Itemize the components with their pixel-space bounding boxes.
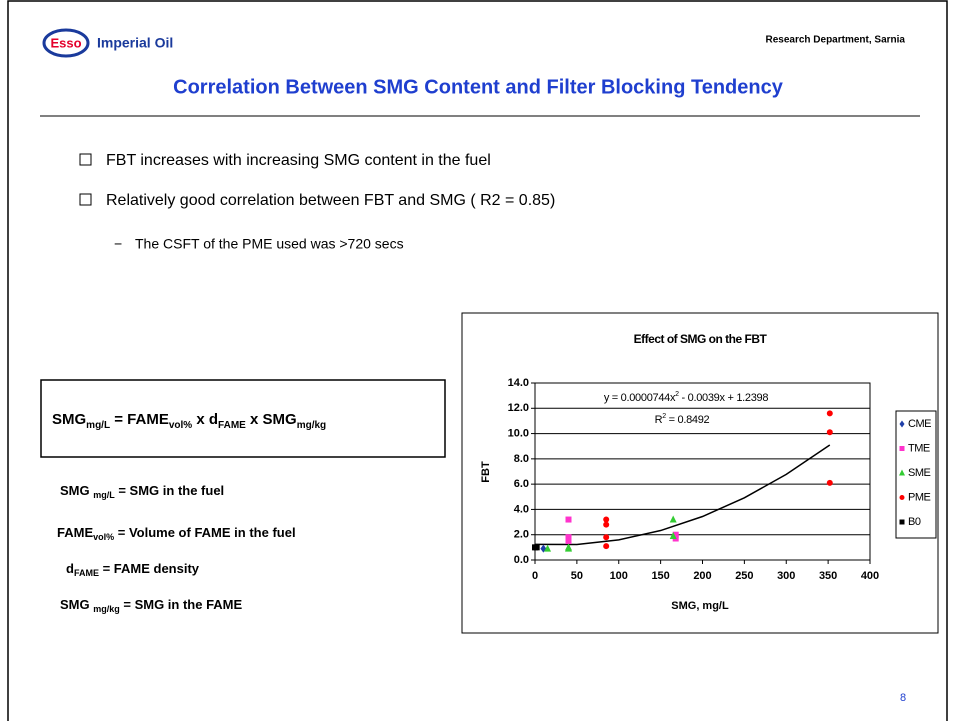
point <box>565 516 572 523</box>
point <box>669 531 677 539</box>
x-tick-label: 250 <box>735 570 753 582</box>
formula-sub: vol% <box>169 420 192 431</box>
legend-label: TME <box>908 442 930 454</box>
y-tick-label: 8.0 <box>514 453 529 465</box>
logo: Esso <box>50 35 81 50</box>
point <box>672 531 679 538</box>
x-tick-label: 50 <box>571 570 583 582</box>
r2-part: R <box>655 414 663 426</box>
r2-sup: 2 <box>662 413 666 420</box>
legend-marker <box>899 469 905 476</box>
x-tick-label: 0 <box>532 570 538 582</box>
x-tick-label: 400 <box>861 570 879 582</box>
title: Correlation Between SMG Content and Filt… <box>173 76 784 98</box>
def-sub: mg/L <box>93 490 115 500</box>
checkbox <box>79 153 92 166</box>
point <box>533 544 540 551</box>
point <box>603 543 610 550</box>
sub-bullet: The CSFT of the PME used was >720 secs <box>135 236 404 252</box>
definition: FAMEvol% = Volume of FAME in the fuel <box>57 525 296 542</box>
eq-part: - 0.0039x + 1.2398 <box>679 392 769 404</box>
point <box>603 534 610 541</box>
y-tick-label: 4.0 <box>514 503 529 515</box>
formula-part: x d <box>196 411 218 428</box>
eq-part: y = 0.0000744x <box>604 392 676 404</box>
page-number: 8 <box>900 692 906 704</box>
def-text: = FAME density <box>99 561 200 576</box>
formula-sub: mg/L <box>86 420 110 431</box>
def-sub: mg/kg <box>93 604 120 614</box>
definition: SMG mg/kg = SMG in the FAME <box>60 597 243 614</box>
formula-part: SMG <box>52 411 86 428</box>
point <box>565 538 572 545</box>
bullet: Relatively good correlation between FBT … <box>106 192 555 209</box>
point <box>603 521 610 528</box>
chart-title: Effect of SMG on the FBT <box>634 332 768 346</box>
y-axis-label: FBT <box>480 461 492 483</box>
y-tick-label: 0.0 <box>514 554 529 566</box>
legend-marker <box>899 420 905 428</box>
point <box>826 410 833 417</box>
formula-sub: mg/kg <box>297 420 326 431</box>
y-tick-label: 6.0 <box>514 478 529 490</box>
legend-marker <box>899 446 905 451</box>
logo-oval <box>42 28 90 58</box>
formula: SMGmg/L = FAMEvol% x dFAME x SMGmg/kg <box>52 411 326 431</box>
definition: SMG mg/L = SMG in the fuel <box>60 483 224 500</box>
def-text: = Volume of FAME in the fuel <box>114 525 295 540</box>
def-term: SMG <box>60 597 93 612</box>
def-term: d <box>66 561 74 576</box>
formula-part: x SMG <box>250 411 297 428</box>
point <box>565 544 572 552</box>
point <box>826 429 833 436</box>
legend-label: B0 <box>908 516 921 528</box>
x-tick-label: 300 <box>777 570 795 582</box>
point <box>669 515 677 523</box>
y-tick-label: 10.0 <box>508 427 529 439</box>
plot-area <box>534 382 871 561</box>
definition: dFAME = FAME density <box>66 561 200 578</box>
legend-marker <box>899 495 905 500</box>
eq-sup: 2 <box>675 391 679 398</box>
y-tick-label: 14.0 <box>508 377 529 389</box>
formula-box <box>40 379 446 458</box>
bullet: FBT increases with increasing SMG conten… <box>106 152 491 169</box>
x-axis-label: SMG, mg/L <box>671 600 729 612</box>
checkbox <box>79 193 92 206</box>
equation: y = 0.0000744x2 - 0.0039x + 1.2398 <box>604 391 769 404</box>
legend-marker <box>899 519 905 525</box>
def-text: = SMG in the FAME <box>120 597 243 612</box>
x-tick-label: 200 <box>693 570 711 582</box>
legend-label: PME <box>908 491 931 503</box>
def-sub: FAME <box>74 568 99 578</box>
def-term: SMG <box>60 483 93 498</box>
x-tick-label: 100 <box>610 570 628 582</box>
formula-sub: FAME <box>218 420 246 431</box>
r-squared: R2 = 0.8492 <box>655 413 710 426</box>
formula-part: = FAME <box>114 411 169 428</box>
point <box>603 516 610 523</box>
company: Imperial Oil <box>97 35 173 51</box>
trendline <box>534 444 831 546</box>
dash: − <box>114 236 122 252</box>
r2-part: = 0.8492 <box>666 414 710 426</box>
x-tick-label: 150 <box>651 570 669 582</box>
y-tick-label: 2.0 <box>514 529 529 541</box>
legend-label: CME <box>908 418 931 430</box>
y-tick-label: 12.0 <box>508 402 529 414</box>
def-text: = SMG in the fuel <box>115 483 224 498</box>
legend-label: SME <box>908 467 931 479</box>
department: Research Department, Sarnia <box>765 35 905 46</box>
def-sub: vol% <box>93 532 114 542</box>
point <box>544 544 552 552</box>
point <box>565 534 572 541</box>
def-term: FAME <box>57 525 93 540</box>
point <box>826 479 833 486</box>
x-tick-label: 350 <box>819 570 837 582</box>
